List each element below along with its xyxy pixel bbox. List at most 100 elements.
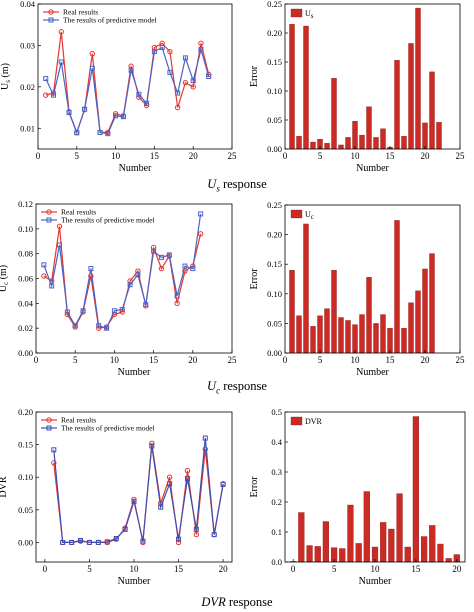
y-tick-label: 0.0 (271, 557, 282, 567)
data-point (58, 59, 64, 65)
x-tick-label: 5 (87, 564, 92, 574)
data-point (174, 104, 181, 111)
data-point (158, 504, 164, 510)
bar (345, 137, 351, 150)
y-axis-label: Error (249, 268, 260, 290)
data-point (111, 308, 117, 314)
x-tick-label: 20 (421, 355, 431, 365)
chart-5: 0 5 10 15 20 0.00 0.05 0.10 0.15 0.20 Number DVR Rea… (0, 407, 233, 587)
x-tick-label: 5 (332, 564, 337, 574)
y-tick-label: 0.10 (18, 472, 33, 482)
data-point (143, 302, 149, 308)
y-tick-label: 0.00 (267, 348, 282, 358)
data-point (174, 300, 180, 307)
bar (401, 327, 407, 354)
bar (429, 71, 435, 150)
y-tick-label: 0.1 (271, 527, 282, 537)
data-point (41, 262, 47, 268)
data-point (190, 84, 196, 90)
caption-text: response (220, 379, 267, 393)
bar (401, 136, 407, 150)
bar (339, 548, 346, 563)
bar (363, 491, 370, 563)
data-point (58, 29, 64, 35)
caption-text: response (225, 595, 273, 609)
caption-symbol: U (207, 177, 217, 191)
bar (324, 143, 330, 150)
data-point (158, 254, 164, 260)
y-tick-label: 0.10 (267, 86, 282, 96)
x-axis-label: Number (356, 163, 389, 174)
bar (296, 136, 302, 150)
data-point (144, 100, 150, 106)
bar (415, 290, 421, 354)
bar (352, 121, 358, 150)
y-tick-label: 0.10 (18, 224, 33, 234)
bar (388, 528, 395, 563)
data-point (190, 78, 196, 84)
x-axis-label: Number (119, 163, 152, 174)
data-point (120, 114, 126, 120)
data-point (174, 293, 180, 299)
caption-symbol: DVR (201, 595, 226, 609)
data-point (202, 446, 208, 452)
x-axis-label: Number (118, 367, 151, 378)
y-tick-label: 0.25 (267, 0, 282, 9)
bar (408, 302, 414, 354)
bar (380, 314, 386, 354)
bar (303, 223, 309, 354)
y-tick-label: 0.3 (271, 467, 282, 477)
data-point (190, 266, 196, 272)
legend-label: Us (305, 9, 314, 20)
data-point (113, 113, 119, 119)
y-tick-label: 0.03 (20, 40, 35, 50)
x-tick-label: 0 (43, 564, 48, 574)
bar (445, 558, 452, 563)
bar (359, 314, 365, 354)
data-point (184, 476, 190, 482)
data-point (66, 110, 72, 116)
y-tick-label: 0.02 (20, 82, 35, 92)
x-tick-label: 5 (75, 151, 80, 161)
y-tick-label: 0.05 (18, 505, 33, 515)
data-point (220, 481, 226, 487)
caption-dvr-response: DVR response (0, 595, 474, 610)
chart-3: 0 5 10 15 20 25 0.00 0.02 0.04 0.06 0.08 0.10 0.12 Nu… (0, 199, 237, 378)
bar (289, 269, 295, 354)
bar (352, 324, 358, 354)
data-point (182, 263, 188, 269)
caption-uc-response: Uc response (0, 379, 474, 396)
bar (396, 493, 403, 563)
plot-frame (35, 203, 233, 354)
x-tick-label: 5 (73, 355, 78, 365)
data-point (197, 231, 204, 237)
data-point (149, 443, 155, 449)
x-tick-label: 10 (111, 151, 121, 161)
legend-marker (46, 425, 52, 431)
data-point (176, 536, 182, 542)
x-tick-label: 15 (411, 564, 421, 574)
bar (303, 25, 309, 150)
caption-us-response: Us response (0, 177, 474, 194)
y-axis-label: Error (249, 476, 260, 498)
data-point (193, 531, 200, 538)
y-tick-label: 0.00 (267, 144, 282, 154)
data-point (119, 307, 125, 313)
x-tick-label: 5 (318, 151, 323, 161)
plot-frame (284, 3, 461, 150)
bar (347, 504, 354, 563)
data-point (51, 447, 57, 453)
x-tick-label: 20 (188, 355, 198, 365)
x-tick-label: 10 (110, 355, 120, 365)
bar (373, 137, 379, 150)
data-point (167, 481, 173, 487)
plot-frame (35, 411, 233, 563)
data-point (131, 498, 137, 504)
chart-1: 0 5 10 15 20 25 0.01 0.02 0.03 0.04 Number Us (m) Re… (0, 0, 237, 174)
data-point (136, 91, 142, 97)
data-point (198, 211, 204, 217)
chart-2: 0 5 10 15 20 25 0.00 0.05 0.10 0.15 0.20 0.25 Number… (249, 0, 465, 174)
bar (296, 315, 302, 354)
